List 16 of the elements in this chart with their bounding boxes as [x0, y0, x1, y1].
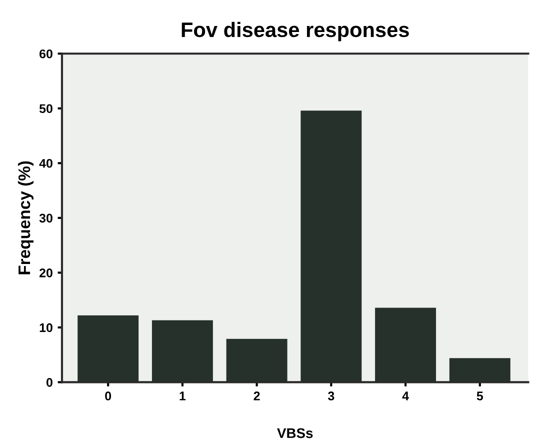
- chart-title: Fov disease responses: [182, 22, 409, 42]
- y-tick-label: 60: [40, 49, 52, 58]
- y-tick-label: 30: [39, 214, 52, 223]
- x-tick-label: 0: [105, 392, 112, 400]
- y-tick-label: 10: [40, 323, 52, 332]
- x-tick-label: 3: [328, 392, 334, 400]
- y-axis-title: Frequency (%): [18, 161, 34, 274]
- y-tick-label: 20: [39, 268, 52, 278]
- y-tick-label: 40: [39, 158, 52, 168]
- y-tick-label: 50: [39, 104, 52, 114]
- x-axis-title: VBSs: [277, 428, 313, 438]
- x-tick-label: 5: [476, 392, 484, 400]
- y-tick-label: 0: [46, 378, 52, 387]
- x-tick-label: 2: [254, 392, 260, 400]
- x-tick-label: 4: [402, 392, 409, 400]
- x-tick-label: 1: [180, 392, 186, 400]
